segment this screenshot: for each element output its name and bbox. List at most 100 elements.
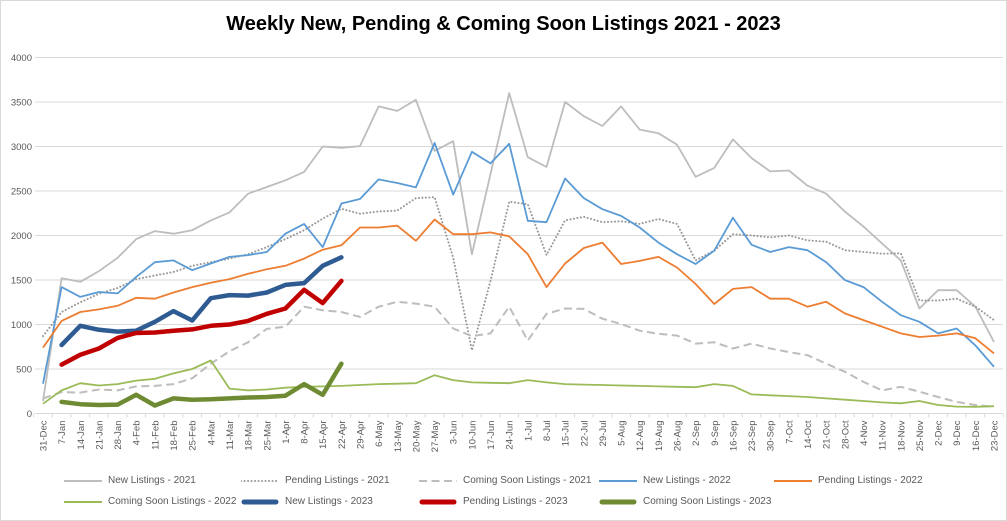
- x-axis-label: 11-Feb: [150, 421, 161, 450]
- x-axis-label: 6-May: [374, 420, 385, 447]
- x-axis-label: 16-Dec: [971, 420, 982, 451]
- legend-swatch-coming-soon-listings-2023: [599, 499, 637, 505]
- legend-item-coming-soon-listings-2022: Coming Soon Listings - 2022: [64, 496, 236, 508]
- x-axis-label: 2-Sep: [691, 421, 702, 446]
- x-axis-label: 8-Jul: [542, 421, 553, 442]
- x-axis-label: 4-Nov: [859, 420, 870, 446]
- legend-item-new-listings-2023: New Listings - 2023: [241, 496, 373, 508]
- x-axis-label: 18-Nov: [896, 420, 907, 451]
- legend-swatch-pending-listings-2022: [774, 480, 812, 482]
- x-axis-label: 19-Aug: [654, 421, 665, 452]
- legend-label-new-listings-2023: New Listings - 2023: [285, 496, 373, 507]
- x-axis-label: 17-Jun: [486, 421, 497, 450]
- x-axis-label: 1-Apr: [281, 421, 292, 444]
- legend-swatch-new-listings-2022: [599, 480, 637, 482]
- y-axis-label: 0: [27, 409, 32, 420]
- x-axis-label: 2-Dec: [934, 420, 945, 446]
- x-axis-label: 28-Oct: [840, 420, 851, 449]
- legend-label-pending-listings-2022: Pending Listings - 2022: [818, 475, 923, 486]
- series-line-pending-listings-2021: [42, 196, 995, 352]
- legend-label-coming-soon-listings-2023: Coming Soon Listings - 2023: [643, 496, 772, 507]
- y-axis-label: 2000: [11, 231, 32, 242]
- legend-swatch-pending-listings-2023: [419, 499, 457, 505]
- legend-item-pending-listings-2021: Pending Listings - 2021: [241, 475, 390, 487]
- series-line-pending-listings-2022: [42, 218, 995, 355]
- x-axis-label: 7-Oct: [784, 420, 795, 444]
- y-axis-label: 500: [16, 365, 32, 376]
- x-axis-label: 25-Nov: [915, 420, 926, 451]
- y-axis-label: 3000: [11, 142, 32, 153]
- x-axis-label: 20-May: [411, 420, 422, 452]
- legend-label-pending-listings-2021: Pending Listings - 2021: [285, 475, 390, 486]
- x-axis-label: 11-Nov: [878, 420, 889, 450]
- x-axis-label: 1-Jul: [523, 421, 534, 442]
- x-axis-label: 23-Sep: [747, 421, 758, 452]
- series-line-new-listings-2021: [42, 92, 995, 402]
- legend-label-new-listings-2021: New Listings - 2021: [108, 475, 196, 486]
- x-axis-label: 25-Mar: [262, 421, 273, 451]
- series-line-coming-soon-listings-2023: [59, 361, 344, 408]
- x-axis-label: 15-Jul: [561, 421, 572, 447]
- x-axis-label: 8-Apr: [300, 421, 311, 444]
- x-axis-label: 18-Feb: [169, 421, 180, 451]
- y-axis-label: 3500: [11, 98, 32, 109]
- x-axis-label: 12-Aug: [635, 421, 646, 452]
- y-axis-label: 1500: [11, 276, 32, 287]
- x-axis-label: 29-Jul: [598, 421, 609, 447]
- legend-swatch-coming-soon-listings-2021: [419, 480, 457, 482]
- x-axis-label: 14-Oct: [803, 420, 814, 449]
- series-line-new-listings-2023: [59, 255, 344, 348]
- legend-swatch-pending-listings-2021: [241, 480, 279, 482]
- x-axis-label: 4-Feb: [132, 421, 143, 446]
- legend-label-coming-soon-listings-2021: Coming Soon Listings - 2021: [463, 475, 592, 486]
- x-axis-label: 28-Jan: [113, 421, 124, 450]
- x-axis-label: 14-Jan: [76, 421, 87, 450]
- x-axis-label: 21-Oct: [822, 420, 833, 449]
- x-axis-label: 3-Jun: [449, 421, 460, 445]
- x-axis-label: 18-Mar: [244, 421, 255, 451]
- x-axis-label: 15-Apr: [318, 421, 329, 450]
- x-axis-label: 29-Apr: [356, 421, 367, 450]
- series-line-pending-listings-2023: [59, 278, 344, 367]
- x-axis-label: 10-Jun: [467, 421, 478, 450]
- x-axis-label: 16-Sep: [728, 421, 739, 452]
- x-axis-label: 11-Mar: [225, 421, 236, 450]
- x-axis-label: 24-Jun: [505, 421, 516, 450]
- x-axis-label: 26-Aug: [673, 421, 684, 452]
- chart-title: Weekly New, Pending & Coming Soon Listin…: [226, 13, 781, 35]
- legend-item-new-listings-2022: New Listings - 2022: [599, 475, 731, 487]
- x-axis-label: 23-Dec: [990, 420, 1001, 451]
- legend-label-coming-soon-listings-2022: Coming Soon Listings - 2022: [108, 496, 237, 507]
- x-axis-label: 9-Sep: [710, 421, 721, 446]
- x-axis-label: 13-May: [393, 420, 404, 452]
- x-axis-label: 22-Jul: [579, 421, 590, 447]
- legend-label-pending-listings-2023: Pending Listings - 2023: [463, 496, 568, 507]
- x-axis-label: 25-Feb: [188, 421, 199, 451]
- legend-item-pending-listings-2022: Pending Listings - 2022: [774, 475, 923, 487]
- series-line-coming-soon-listings-2022: [42, 359, 995, 408]
- x-axis-label: 21-Jan: [94, 421, 105, 450]
- y-axis-label: 4000: [11, 53, 32, 64]
- y-axis-label: 2500: [11, 187, 32, 198]
- legend-label-new-listings-2022: New Listings - 2022: [643, 475, 731, 486]
- legend-swatch-new-listings-2021: [64, 480, 102, 482]
- x-axis-label: 31-Dec: [39, 420, 50, 451]
- series-line-coming-soon-listings-2021: [42, 300, 995, 408]
- legend-swatch-new-listings-2023: [241, 499, 279, 505]
- legend-item-coming-soon-listings-2021: Coming Soon Listings - 2021: [419, 475, 591, 487]
- x-axis-label: 27-May: [430, 420, 441, 452]
- legend-item-pending-listings-2023: Pending Listings - 2023: [419, 496, 568, 508]
- x-axis-label: 30-Sep: [766, 421, 777, 452]
- x-axis-label: 4-Mar: [206, 421, 217, 446]
- line-chart-plot: 0 500 1000 1500 2000 2500 3000 3500 4000 31-Dec 7-…: [11, 53, 1004, 452]
- x-axis-label: 7-Jan: [57, 421, 68, 445]
- series-line-new-listings-2022: [42, 142, 995, 384]
- x-axis-label: 5-Aug: [617, 421, 628, 446]
- legend-item-coming-soon-listings-2023: Coming Soon Listings - 2023: [599, 496, 771, 508]
- y-axis-label: 1000: [11, 320, 32, 331]
- x-axis-label: 9-Dec: [952, 420, 963, 446]
- legend-swatch-coming-soon-listings-2022: [64, 501, 102, 503]
- x-axis-label: 22-Apr: [337, 421, 348, 450]
- legend-item-new-listings-2021: New Listings - 2021: [64, 475, 196, 487]
